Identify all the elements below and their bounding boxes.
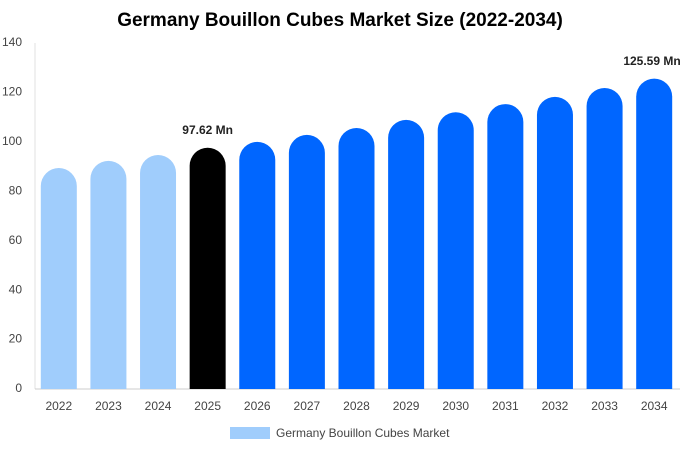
- y-tick-label: 80: [9, 183, 23, 197]
- x-tick-label: 2030: [442, 399, 469, 413]
- x-tick-label: 2032: [542, 399, 569, 413]
- y-tick-label: 0: [15, 381, 22, 395]
- bar: [536, 96, 573, 390]
- x-tick-label: 2034: [641, 399, 668, 413]
- y-tick-label: 120: [2, 85, 22, 99]
- chart-title: Germany Bouillon Cubes Market Size (2022…: [117, 10, 563, 31]
- y-tick-label: 40: [9, 282, 23, 296]
- bar: [239, 141, 276, 389]
- bar: [90, 160, 127, 389]
- bar: [636, 78, 673, 390]
- x-tick-label: 2026: [244, 399, 271, 413]
- y-tick-label: 100: [2, 134, 22, 148]
- x-tick-label: 2024: [145, 399, 172, 413]
- x-tick-label: 2023: [95, 399, 122, 413]
- x-tick-label: 2027: [294, 399, 321, 413]
- y-tick-label: 60: [9, 233, 23, 247]
- x-tick-label: 2025: [194, 399, 221, 413]
- legend-label: Germany Bouillon Cubes Market: [276, 426, 450, 440]
- bar: [437, 112, 474, 389]
- x-tick-label: 2022: [45, 399, 72, 413]
- y-tick-label: 20: [9, 332, 23, 346]
- legend-swatch: [230, 427, 270, 439]
- bar: [288, 134, 325, 389]
- bar: [189, 147, 226, 389]
- bar: [586, 87, 623, 389]
- y-tick-label: 140: [2, 35, 22, 49]
- bar: [338, 128, 375, 389]
- bar: [487, 104, 524, 389]
- bar: [40, 168, 77, 389]
- x-tick-label: 2028: [343, 399, 370, 413]
- x-tick-label: 2031: [492, 399, 519, 413]
- bar: [388, 119, 425, 389]
- x-tick-label: 2033: [591, 399, 618, 413]
- value-label: 125.59 Mn: [623, 54, 680, 68]
- x-tick-label: 2029: [393, 399, 420, 413]
- bar: [140, 154, 177, 389]
- value-label: 97.62 Mn: [182, 123, 233, 137]
